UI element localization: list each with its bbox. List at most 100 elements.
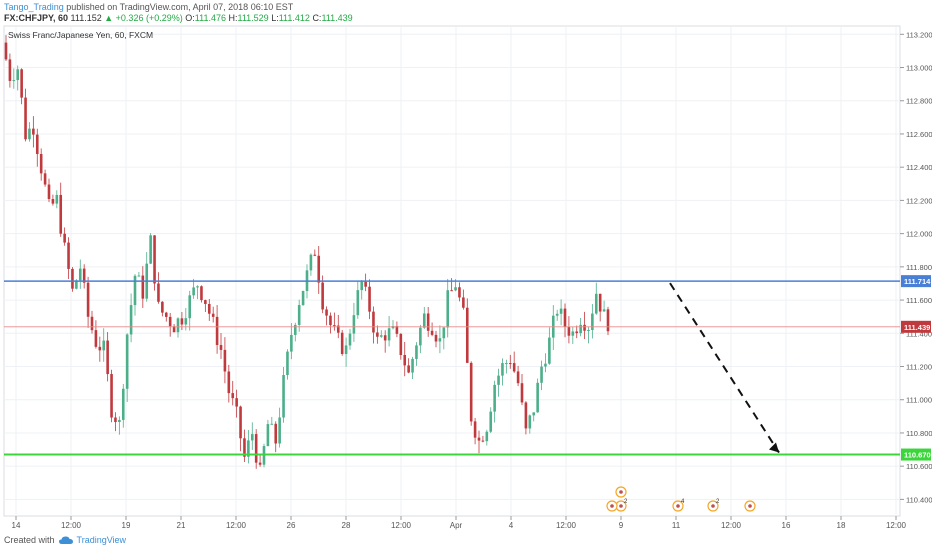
candle-body xyxy=(266,424,270,447)
candle-body xyxy=(575,331,579,334)
candle-body xyxy=(274,423,278,444)
candle-body xyxy=(446,290,450,328)
candle-body xyxy=(426,313,430,331)
candle-body xyxy=(301,290,305,306)
tradingview-link[interactable]: TradingView xyxy=(76,535,127,545)
support-price-label: 110.670 xyxy=(904,451,931,460)
candle-body xyxy=(82,268,86,283)
current-price-label: 111.439 xyxy=(904,323,930,332)
candle-body xyxy=(114,417,117,423)
candle-body xyxy=(419,327,422,346)
y-tick-label: 112.200 xyxy=(906,196,932,205)
publish-line: Tango_Trading published on TradingView.c… xyxy=(4,2,293,12)
y-tick-label: 111.200 xyxy=(906,363,932,372)
candle-body xyxy=(133,275,137,306)
y-tick-label: 110.600 xyxy=(906,462,932,471)
candle-body xyxy=(297,305,301,325)
candle-body xyxy=(430,330,434,335)
x-tick-label: 19 xyxy=(122,521,131,530)
candle-body xyxy=(157,283,160,302)
low-label: L: xyxy=(271,13,279,23)
candle-body xyxy=(438,338,442,342)
event-count: 4 xyxy=(681,499,685,505)
candle-body xyxy=(106,340,109,375)
plot-area xyxy=(3,25,901,517)
candle-body xyxy=(340,332,344,354)
candle-body xyxy=(196,286,199,288)
candle-body xyxy=(4,42,8,60)
candle-body xyxy=(102,340,106,351)
candle-body xyxy=(559,308,563,314)
candle-body xyxy=(462,297,465,308)
candle-body xyxy=(149,235,152,264)
candle-body xyxy=(383,335,387,341)
event-marker-dot xyxy=(610,504,614,508)
candle-body xyxy=(505,363,508,365)
candle-body xyxy=(192,287,195,296)
candle-body xyxy=(184,318,188,325)
candle-body xyxy=(8,59,12,81)
price-change: ▲ +0.326 (+0.29%) xyxy=(104,13,183,23)
x-tick-label: 11 xyxy=(672,521,681,530)
x-tick-label: 14 xyxy=(12,521,21,530)
y-tick-label: 112.600 xyxy=(906,130,932,139)
candle-body xyxy=(161,301,164,313)
candle-body xyxy=(379,335,383,337)
candle-body xyxy=(313,254,317,256)
tradingview-logo-icon xyxy=(58,536,73,544)
x-tick-label: 12:00 xyxy=(721,521,742,530)
candle-body xyxy=(536,382,539,413)
author-link[interactable]: Tango_Trading xyxy=(4,2,64,12)
event-marker-dot xyxy=(619,504,623,508)
candle-body xyxy=(512,363,516,372)
last-price: 111.152 xyxy=(70,13,102,23)
resistance-price-label-bg xyxy=(901,275,931,288)
candle-body xyxy=(329,315,332,326)
candle-body xyxy=(200,286,203,301)
candle-body xyxy=(32,128,35,135)
y-tick-label: 111.800 xyxy=(906,263,932,272)
candle-body xyxy=(204,300,207,304)
current-price-label-bg xyxy=(901,320,931,333)
candle-body xyxy=(43,173,47,185)
candle-body xyxy=(254,434,258,463)
event-marker-dot xyxy=(711,504,715,508)
y-tick-label: 110.400 xyxy=(906,495,932,504)
candle-body xyxy=(548,337,551,364)
y-tick-label: 112.800 xyxy=(906,97,932,106)
symbol-line: FX:CHFJPY, 60 111.152 ▲ +0.326 (+0.29%) … xyxy=(4,13,353,23)
candle-body xyxy=(442,327,446,339)
candle-body xyxy=(153,235,156,284)
candle-body xyxy=(364,281,367,287)
candle-body xyxy=(141,275,145,299)
created-with-text: Created with xyxy=(4,535,55,545)
open-value: 111.476 xyxy=(194,13,226,23)
candle-body xyxy=(12,80,16,82)
candle-body xyxy=(110,374,113,418)
x-tick-label: 12:00 xyxy=(391,521,412,530)
candle-body xyxy=(368,286,371,312)
event-count: 2 xyxy=(624,499,628,505)
y-tick-label: 112.400 xyxy=(906,163,932,172)
candle-body xyxy=(239,406,242,439)
close-label: C: xyxy=(312,13,322,23)
candle-body xyxy=(67,242,70,269)
candle-body xyxy=(372,311,375,333)
candle-body xyxy=(352,315,356,334)
candle-body xyxy=(86,282,90,317)
event-marker-dot xyxy=(619,490,623,494)
candle-body xyxy=(223,349,227,372)
candle-body xyxy=(344,345,348,354)
candle-body xyxy=(121,388,125,420)
candle-body xyxy=(485,431,489,442)
candle-body xyxy=(35,134,39,154)
symbol-label: FX:CHFJPY, 60 xyxy=(4,13,69,23)
candle-body xyxy=(286,351,289,375)
candle-body xyxy=(497,375,500,385)
y-tick-label: 113.000 xyxy=(906,64,932,73)
candle-body xyxy=(278,417,281,444)
candle-body xyxy=(422,313,426,328)
candle-body xyxy=(540,366,543,383)
candle-body xyxy=(211,313,215,317)
